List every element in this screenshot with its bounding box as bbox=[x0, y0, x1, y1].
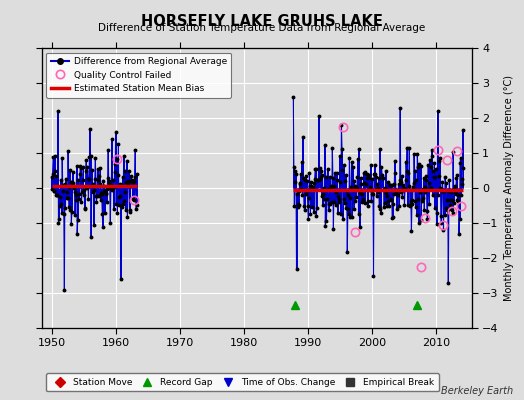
Text: Berkeley Earth: Berkeley Earth bbox=[441, 386, 514, 396]
Text: Difference of Station Temperature Data from Regional Average: Difference of Station Temperature Data f… bbox=[99, 23, 425, 33]
Legend: Difference from Regional Average, Quality Control Failed, Estimated Station Mean: Difference from Regional Average, Qualit… bbox=[47, 52, 231, 98]
Y-axis label: Monthly Temperature Anomaly Difference (°C): Monthly Temperature Anomaly Difference (… bbox=[504, 75, 514, 301]
Text: HORSEFLY LAKE GRUHS LAKE: HORSEFLY LAKE GRUHS LAKE bbox=[141, 14, 383, 29]
Legend: Station Move, Record Gap, Time of Obs. Change, Empirical Break: Station Move, Record Gap, Time of Obs. C… bbox=[47, 374, 439, 392]
